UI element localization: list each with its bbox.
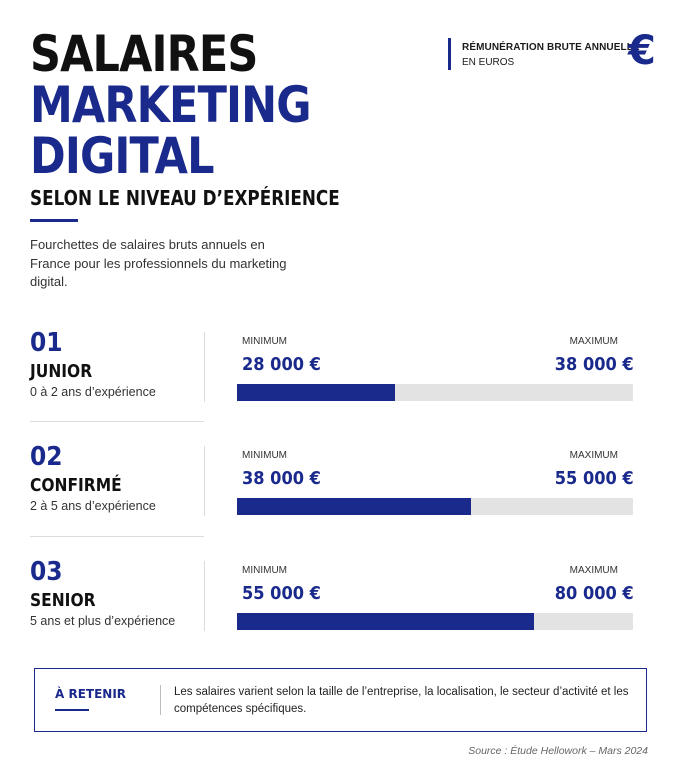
min-value: 55 000 € [242, 583, 321, 604]
takeaway-text: Les salaires varient selon la taille de … [174, 686, 629, 715]
takeaway-divider [160, 685, 161, 715]
salary-bar-fill [237, 613, 534, 630]
source-credit: Source : Étude Hellowork – Mars 2024 [468, 745, 648, 757]
level-number: 01 [30, 328, 63, 358]
takeaway-title: À RETENIR [55, 687, 127, 701]
page-subtitle: SELON LE NIVEAU D’EXPÉRIENCE [30, 186, 340, 210]
takeaway-accent-rule [55, 709, 89, 711]
title-line-digital: DIGITAL [30, 127, 215, 185]
legend-divider [448, 38, 451, 70]
level-name: CONFIRMÉ [30, 475, 122, 496]
max-value: 80 000 € [555, 583, 634, 604]
min-label: MINIMUM [242, 450, 287, 461]
key-takeaway-box: À RETENIR Les salaires varient selon la … [34, 668, 647, 732]
min-label: MINIMUM [242, 565, 287, 576]
title-line-marketing: MARKETING [30, 76, 312, 134]
subtitle-accent-rule [30, 219, 78, 222]
level-separator [30, 536, 204, 537]
min-value: 28 000 € [242, 354, 321, 375]
level-divider [204, 446, 205, 516]
max-label: MAXIMUM [569, 450, 618, 461]
intro-text: Fourchettes de salaires bruts annuels en… [30, 237, 287, 289]
level-number: 02 [30, 442, 63, 472]
level-number: 03 [30, 557, 63, 587]
salary-bar-track [237, 498, 633, 515]
max-value: 38 000 € [555, 354, 634, 375]
level-name: JUNIOR [30, 361, 93, 382]
min-label: MINIMUM [242, 336, 287, 347]
legend-title: RÉMUNÉRATION BRUTE ANNUELLE [462, 42, 640, 53]
max-label: MAXIMUM [569, 565, 618, 576]
legend-unit: EN EUROS [462, 57, 515, 68]
euro-icon: € [628, 28, 656, 74]
level-name: SENIOR [30, 590, 96, 611]
max-label: MAXIMUM [569, 336, 618, 347]
max-value: 55 000 € [555, 468, 634, 489]
salary-bar-track [237, 613, 633, 630]
salary-bar-fill [237, 384, 396, 401]
level-divider [204, 332, 205, 402]
level-senior: 03 SENIOR 5 ans et plus d’expérience MIN… [0, 557, 698, 657]
title-line-salaires: SALAIRES [30, 25, 258, 83]
salary-bar-track [237, 384, 633, 401]
level-confirme: 02 CONFIRMÉ 2 à 5 ans d’expérience MINIM… [0, 442, 698, 542]
level-divider [204, 561, 205, 631]
level-description: 2 à 5 ans d’expérience [30, 499, 156, 513]
salary-bar-fill [237, 498, 471, 515]
min-value: 38 000 € [242, 468, 321, 489]
level-description: 0 à 2 ans d’expérience [30, 385, 156, 399]
level-description: 5 ans et plus d’expérience [30, 614, 176, 628]
level-junior: 01 JUNIOR 0 à 2 ans d’expérience MINIMUM… [0, 328, 698, 428]
level-separator [30, 421, 204, 422]
